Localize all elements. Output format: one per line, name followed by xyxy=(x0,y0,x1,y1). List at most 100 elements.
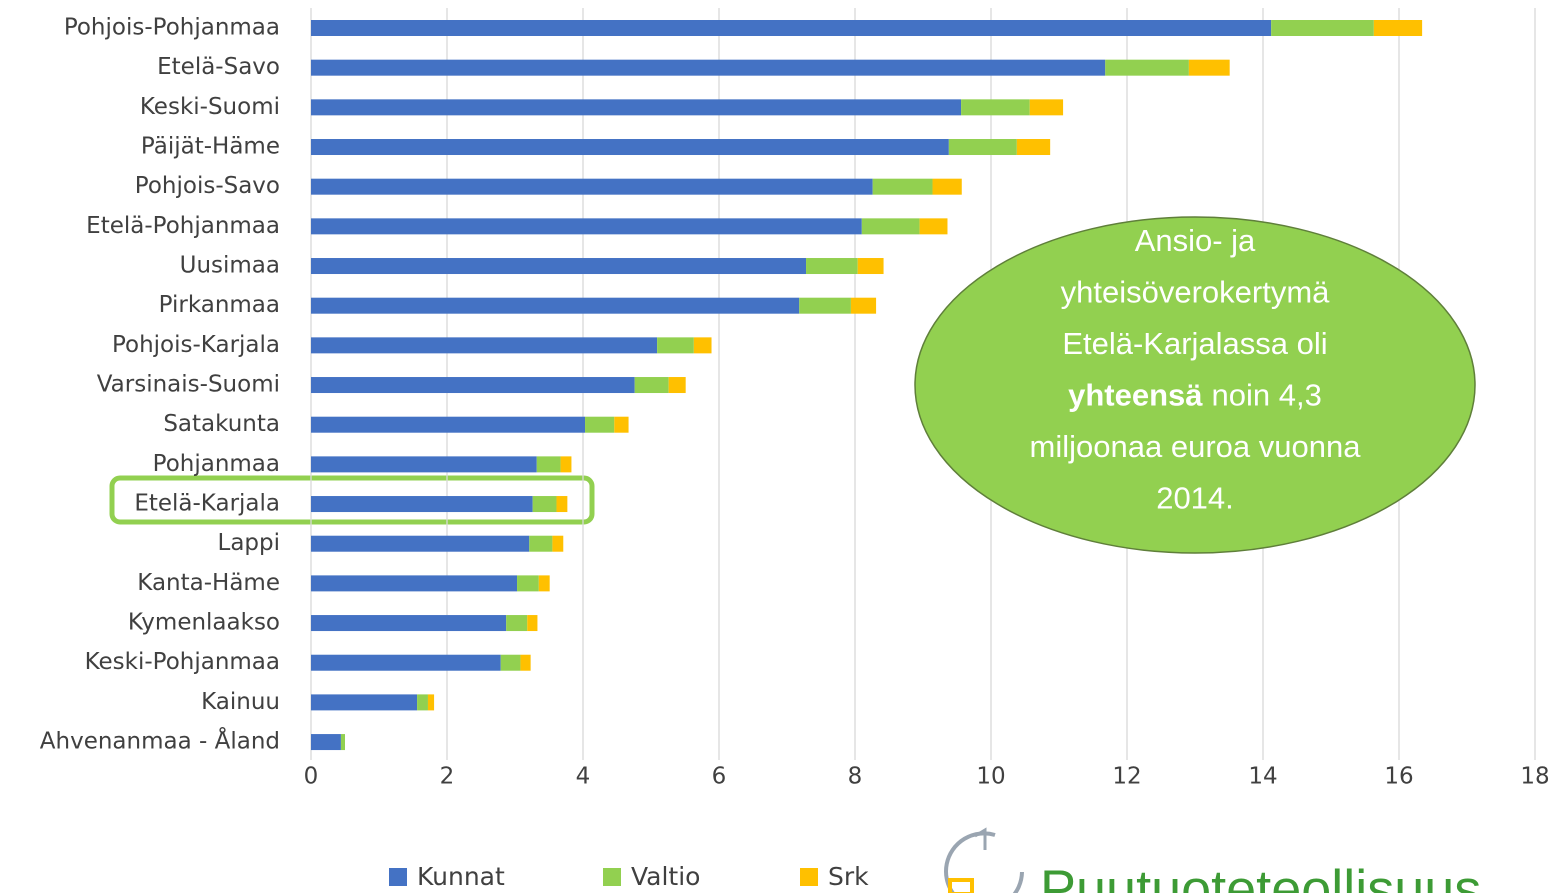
y-tick-label: Kainuu xyxy=(201,689,280,715)
x-tick-label: 10 xyxy=(976,764,1005,790)
y-tick-label: Uusimaa xyxy=(180,253,280,279)
y-tick-label: Pohjois-Savo xyxy=(135,173,280,199)
bar-segment xyxy=(529,535,553,552)
bar-segment xyxy=(799,297,851,314)
annotation-segment: miljoonaa euroa vuonna xyxy=(1030,429,1362,464)
bar-segment xyxy=(500,654,521,671)
bar-segment xyxy=(1105,59,1189,76)
x-tick-label: 4 xyxy=(576,764,591,790)
annotation-text: yhteisöverokertymä xyxy=(1061,275,1331,310)
x-tick-label: 2 xyxy=(440,764,455,790)
legend-swatch xyxy=(603,868,621,886)
legend-label: Srk xyxy=(828,862,869,891)
bar-segment xyxy=(311,218,862,235)
y-tick-label: Pohjanmaa xyxy=(153,451,280,477)
bar-segment xyxy=(311,20,1272,36)
bar-segment xyxy=(311,416,586,433)
x-tick-label: 16 xyxy=(1384,764,1413,790)
bar-segment xyxy=(806,258,858,275)
y-tick-label: Kanta-Häme xyxy=(137,570,280,596)
annotation-text: Etelä-Karjalassa oli xyxy=(1062,326,1327,361)
y-tick-label: Satakunta xyxy=(163,411,280,437)
bar-segment xyxy=(1188,59,1230,76)
bar-segment xyxy=(560,456,572,473)
annotation-segment: noin 4,3 xyxy=(1212,378,1322,413)
logo-text: Puutuoteteollisuus xyxy=(1040,859,1481,893)
bar-segment xyxy=(861,218,920,235)
x-tick-label: 6 xyxy=(712,764,727,790)
y-tick-label: Ahvenanmaa - Åland xyxy=(40,727,280,755)
annotation-text: miljoonaa euroa vuonna xyxy=(1030,429,1362,464)
annotation-text: yhteensä noin 4,3 xyxy=(1068,378,1322,413)
legend-label: Valtio xyxy=(631,862,700,891)
bar-segment xyxy=(311,139,949,156)
y-tick-label: Pirkanmaa xyxy=(159,292,280,318)
annotation-segment: Etelä-Karjalassa oli xyxy=(1062,326,1327,361)
bar-segment xyxy=(311,496,533,513)
y-tick-label: Keski-Suomi xyxy=(140,94,280,120)
bar-segment xyxy=(311,694,418,711)
bar-segment xyxy=(532,496,557,513)
bar-segment xyxy=(427,694,435,711)
y-tick-label: Etelä-Karjala xyxy=(134,491,280,517)
bar-segment xyxy=(614,416,629,433)
bar-segment xyxy=(417,694,428,711)
bar-segment xyxy=(668,377,686,394)
annotation-text: 2014. xyxy=(1156,481,1234,516)
bar-segment xyxy=(340,734,345,751)
bar-segment xyxy=(311,654,501,671)
x-tick-label: 12 xyxy=(1112,764,1141,790)
legend-swatch xyxy=(800,868,818,886)
logo-icon xyxy=(944,827,1024,893)
bar-segment xyxy=(311,734,341,751)
legend-label: Kunnat xyxy=(417,862,505,891)
bar-segment xyxy=(536,456,561,473)
bar-segment xyxy=(1271,20,1374,36)
bar-segment xyxy=(527,615,538,632)
bar-segment xyxy=(311,258,807,275)
bar-segment xyxy=(634,377,669,394)
bar-segment xyxy=(948,139,1017,156)
bar-segment xyxy=(311,297,800,314)
bar-segment xyxy=(520,654,531,671)
bar-segment xyxy=(311,178,873,195)
bar-segment xyxy=(311,615,507,632)
bar-segment xyxy=(311,99,962,116)
highlight-box xyxy=(109,475,595,525)
y-tick-label: Etelä-Savo xyxy=(157,54,280,80)
bar-segment xyxy=(311,535,530,552)
y-tick-label: Päijät-Häme xyxy=(141,134,280,160)
annotation-text: Ansio- ja xyxy=(1135,223,1256,258)
bar-segment xyxy=(919,218,948,235)
y-tick-label: Etelä-Pohjanmaa xyxy=(86,213,280,239)
bar-segment xyxy=(311,377,635,394)
bar-segment xyxy=(693,337,712,354)
y-tick-label: Lappi xyxy=(218,530,281,556)
bar-segment xyxy=(872,178,933,195)
bar-segment xyxy=(850,297,877,314)
y-tick-label: Pohjois-Karjala xyxy=(112,332,280,358)
bar-segment xyxy=(1029,99,1064,116)
annotation-bubble xyxy=(914,216,1476,554)
x-tick-label: 8 xyxy=(848,764,863,790)
bar-segment xyxy=(585,416,615,433)
bar-segment xyxy=(311,575,518,592)
y-tick-label: Kymenlaakso xyxy=(128,610,280,636)
bar-segment xyxy=(1016,139,1051,156)
bar-segment xyxy=(556,496,568,513)
x-tick-label: 0 xyxy=(304,764,319,790)
bar-segment xyxy=(552,535,564,552)
y-tick-label: Keski-Pohjanmaa xyxy=(85,649,280,675)
bar-segment xyxy=(857,258,884,275)
bar-segment xyxy=(961,99,1030,116)
y-tick-label: Pohjois-Pohjanmaa xyxy=(64,15,280,41)
bar-segment xyxy=(311,337,658,354)
bar-segment xyxy=(506,615,528,632)
bar-segment xyxy=(517,575,539,592)
annotation-segment: Ansio- ja xyxy=(1135,223,1256,258)
annotation-segment: yhteisöverokertymä xyxy=(1061,275,1331,310)
annotation-segment: 2014. xyxy=(1156,481,1234,516)
bar-segment xyxy=(657,337,694,354)
bar-segment xyxy=(538,575,550,592)
